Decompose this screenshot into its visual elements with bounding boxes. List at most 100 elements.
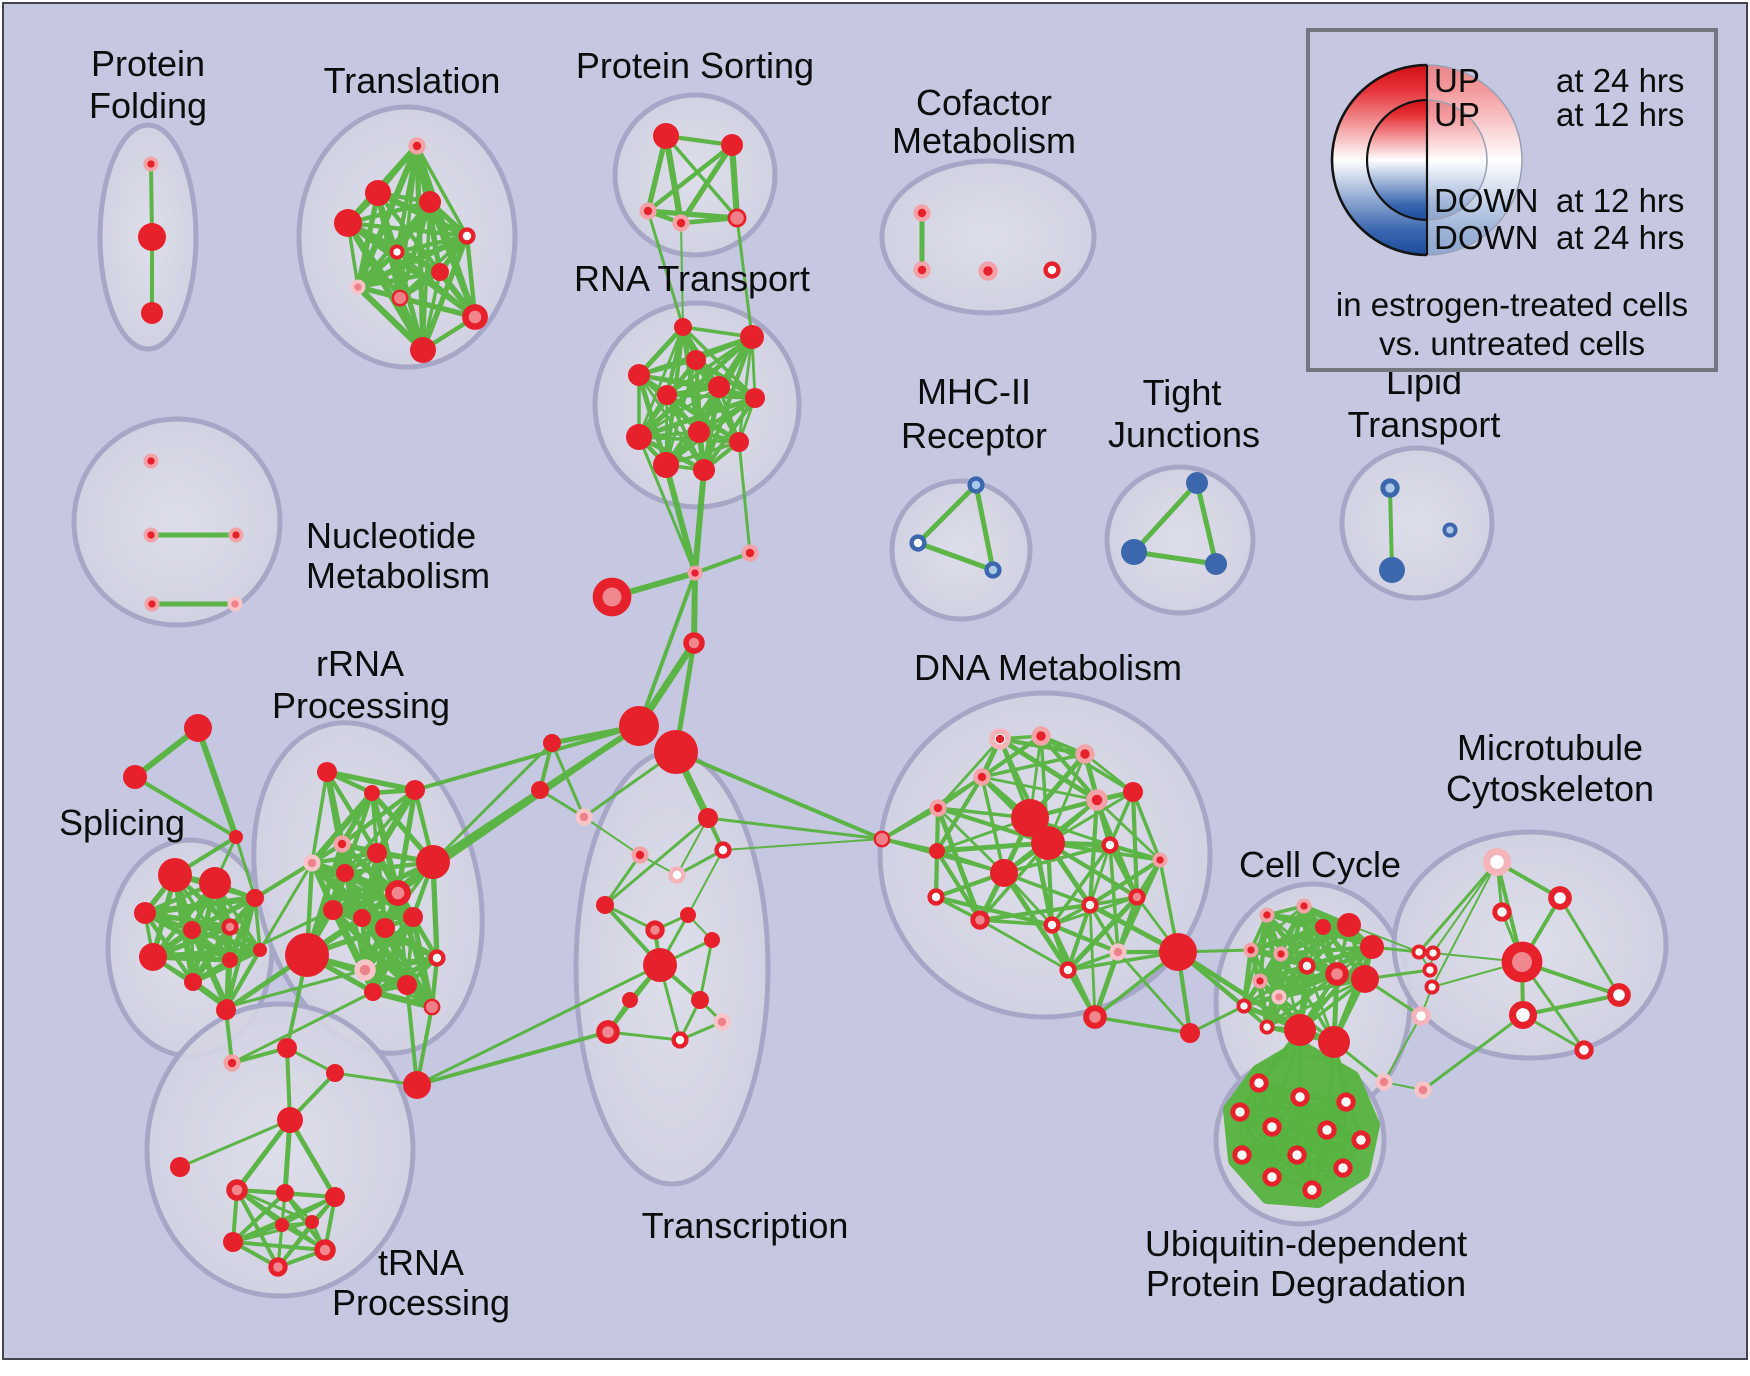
edge-dn <box>1065 902 1093 973</box>
legend-time-1: at 12 hrs <box>1556 96 1684 133</box>
node-pf <box>138 223 166 251</box>
edge-mh <box>915 482 979 546</box>
edge-intercluster <box>253 861 314 900</box>
legend-text: UP at 24 hrs UP at 12 hrs DOWN at 12 hrs DOWN a… <box>1336 62 1688 362</box>
edge-tr <box>698 938 714 1002</box>
label-microtubule-cytoskeleton: Microtubule <box>1457 727 1643 768</box>
edge-intercluster <box>692 467 707 576</box>
node-so <box>639 202 657 220</box>
nodes <box>123 123 1631 1277</box>
edge-dn <box>1002 843 1112 875</box>
node-dn <box>970 910 990 930</box>
legend-direction-0: UP <box>1434 62 1480 99</box>
node-rt <box>653 452 679 478</box>
node-co <box>687 565 703 581</box>
edge-intercluster <box>1417 860 1499 954</box>
edge-co <box>195 725 239 840</box>
node-tr <box>713 1013 731 1031</box>
node-co <box>683 632 705 654</box>
node-rt <box>740 325 764 349</box>
node-tr <box>671 1031 689 1049</box>
node-mt <box>1483 848 1511 876</box>
node-sp <box>184 973 202 991</box>
node-dn <box>1031 726 1051 746</box>
node-co <box>654 730 698 774</box>
node-rt <box>708 376 730 398</box>
node-tj <box>1186 472 1208 494</box>
edge-sp <box>189 895 258 933</box>
node-tl <box>462 304 488 330</box>
edge-rr <box>370 955 440 995</box>
legend-inner-left-arc <box>1365 98 1428 222</box>
node-tn <box>226 1179 248 1201</box>
label-cofactor-metabolism: Cofactor <box>916 82 1052 123</box>
node-dn <box>1086 789 1108 811</box>
edge-mh <box>915 540 996 573</box>
label-cell-cycle: Cell Cycle <box>1239 844 1401 885</box>
node-dn <box>1081 896 1099 914</box>
node-ub <box>1302 1180 1322 1200</box>
edge-so <box>662 132 685 227</box>
node-pf <box>141 302 163 324</box>
edge-intercluster <box>637 435 697 575</box>
edge-intercluster <box>1188 1004 1246 1035</box>
node-sp <box>253 943 267 957</box>
label-ubiquitin: Protein Degradation <box>1146 1263 1466 1304</box>
edge-tl <box>354 142 421 291</box>
edge-dn <box>1087 857 1163 908</box>
node-cc <box>1360 935 1384 959</box>
edge-dn <box>1095 798 1162 862</box>
edge-dn <box>1108 843 1120 954</box>
node-dn <box>1152 852 1168 868</box>
node-tr <box>704 932 720 948</box>
edge-mt <box>1431 861 1498 988</box>
node-co <box>184 714 212 742</box>
node-rr <box>323 900 343 920</box>
node-rt <box>674 318 692 336</box>
node-tn <box>216 1000 236 1020</box>
node-dn <box>1031 826 1065 860</box>
node-mt <box>1548 886 1572 910</box>
cluster-ellipse-cf <box>879 158 1097 316</box>
node-ub <box>1232 1145 1252 1165</box>
legend-time-3: at 24 hrs <box>1556 219 1684 256</box>
edge-cc <box>1248 922 1352 953</box>
node-cf <box>913 261 931 279</box>
node-cc <box>1318 1026 1350 1058</box>
edge-intercluster <box>431 788 542 864</box>
edge-tj <box>1131 549 1219 567</box>
label-mhc-ii-receptor: MHC-II <box>917 371 1031 412</box>
edge-sp <box>149 946 264 961</box>
node-ub <box>1287 1145 1307 1165</box>
edge-intercluster <box>646 209 685 329</box>
node-ub <box>1317 1120 1337 1140</box>
node-co <box>592 577 632 617</box>
node-rr <box>333 835 351 853</box>
edge-intercluster <box>1175 949 1303 1033</box>
edge-co <box>133 775 238 839</box>
edge-tr <box>603 853 642 907</box>
node-tn <box>326 1064 344 1082</box>
node-dn <box>929 799 947 817</box>
edge-tr <box>606 1030 682 1042</box>
node-dn <box>1011 799 1049 837</box>
node-cc <box>1271 989 1287 1005</box>
label-nucleotide-metabolism: Nucleotide <box>306 515 476 556</box>
node-ub <box>1249 1073 1269 1093</box>
node-cc <box>1315 919 1331 935</box>
edge-rr <box>369 988 436 1011</box>
node-sp <box>221 918 239 936</box>
node-rt <box>626 424 652 450</box>
edge-tr <box>687 849 724 916</box>
node-co <box>1375 1073 1393 1091</box>
node-rr <box>336 864 354 882</box>
edge-ub <box>1295 1138 1363 1157</box>
node-ub <box>1290 1087 1310 1107</box>
node-mt <box>1509 1001 1537 1029</box>
edge-dn <box>935 805 983 923</box>
node-tn <box>325 1187 345 1207</box>
node-tl <box>350 279 366 295</box>
node-mh <box>967 476 985 494</box>
node-core-dn <box>995 734 1005 744</box>
